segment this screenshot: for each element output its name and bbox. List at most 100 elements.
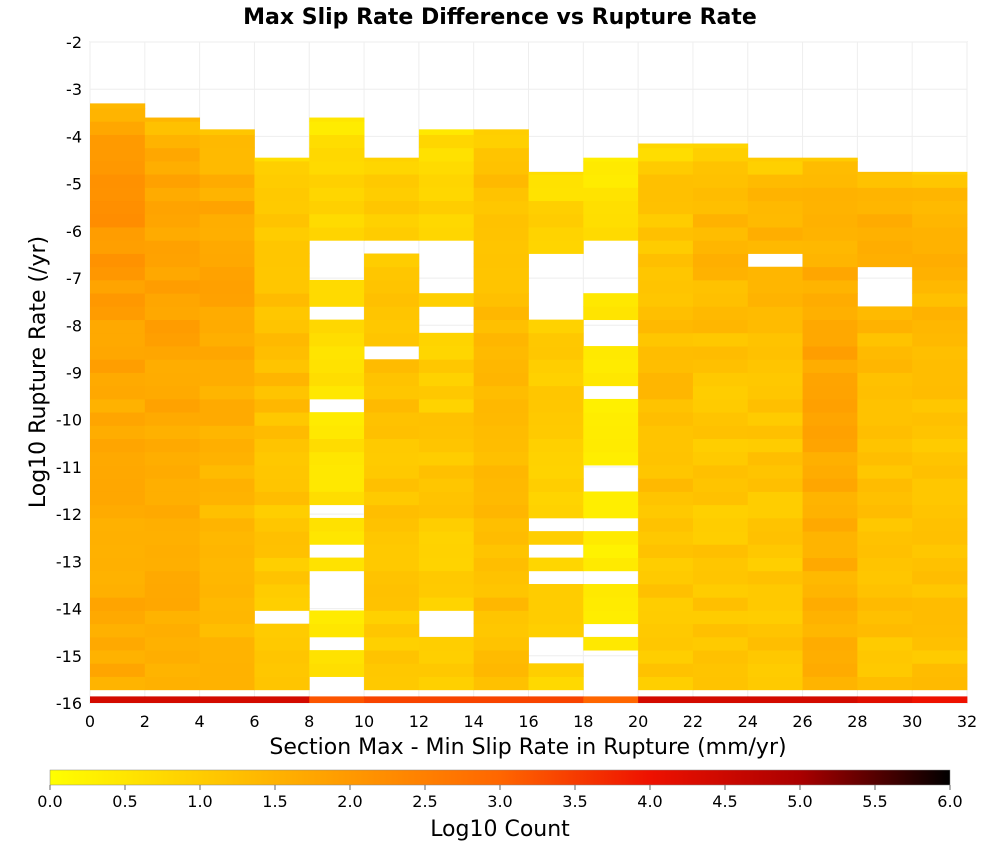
heatmap-cell (254, 240, 310, 254)
x-tick-label: 28 (847, 712, 867, 731)
heatmap-cell (857, 306, 913, 321)
heatmap-cell (144, 227, 201, 241)
heatmap-cell (254, 570, 310, 585)
heatmap-cell (473, 306, 529, 321)
heatmap-cell (364, 385, 420, 400)
heatmap-cell-bottom (418, 696, 475, 703)
heatmap-cell (144, 187, 201, 202)
heatmap-cell (473, 200, 529, 215)
heatmap-cell (90, 147, 146, 162)
heatmap-cell (912, 531, 968, 545)
heatmap-cell (199, 134, 255, 149)
heatmap-cell (528, 213, 584, 228)
heatmap-cell (364, 650, 420, 664)
x-tick-label: 2 (140, 712, 150, 731)
heatmap-cell (638, 200, 694, 215)
heatmap-cell (90, 306, 146, 321)
y-tick-label: -4 (66, 127, 82, 146)
heatmap-cell (144, 398, 201, 413)
heatmap-cell (364, 319, 420, 334)
heatmap-cell (199, 213, 255, 228)
heatmap-cell (638, 174, 694, 188)
heatmap-cell (199, 398, 255, 413)
heatmap-cell (199, 650, 255, 664)
heatmap-cell (418, 385, 475, 400)
heatmap-cell (528, 240, 584, 254)
heatmap-cell (857, 478, 913, 492)
heatmap-cell (364, 597, 420, 611)
heatmap-cell (692, 597, 749, 611)
colorbar-tick-label: 2.0 (337, 792, 362, 811)
heatmap-cell (857, 200, 913, 215)
heatmap-cell (528, 504, 584, 519)
heatmap-cell (692, 491, 749, 506)
heatmap-cell (254, 451, 310, 466)
heatmap-cell (583, 157, 639, 162)
x-tick-label: 18 (573, 712, 593, 731)
heatmap-cell (528, 584, 584, 598)
heatmap-cell (144, 359, 201, 373)
heatmap-cell-bottom (747, 696, 803, 703)
y-tick-label: -16 (56, 694, 82, 713)
heatmap-cell (802, 491, 858, 506)
heatmap-cell (692, 227, 749, 241)
heatmap-cell (583, 359, 639, 373)
heatmap-cell (254, 504, 310, 519)
heatmap-cell (144, 491, 201, 506)
heatmap-cell (583, 557, 639, 572)
heatmap-cell (418, 491, 475, 506)
heatmap-cell (912, 253, 968, 268)
heatmap-cell (144, 650, 201, 664)
heatmap-cell (309, 117, 365, 122)
heatmap-cell (747, 597, 803, 611)
heatmap-cell (747, 570, 803, 585)
colorbar-ticks: 0.0 0.5 1.0 1.5 2.0 2.5 3.0 3.5 4.0 4.5 5.0 5.5 6.0 (37, 785, 963, 811)
heatmap-cell (199, 359, 255, 373)
heatmap-cell (747, 293, 803, 307)
heatmap-cell (364, 478, 420, 492)
heatmap-cell (473, 332, 529, 347)
heatmap-cell (912, 504, 968, 519)
colorbar-tick-label: 4.0 (637, 792, 662, 811)
heatmap-cell (418, 412, 475, 426)
heatmap-cell (309, 147, 365, 162)
heatmap-cell (528, 663, 584, 677)
heatmap-cell (692, 147, 749, 162)
heatmap-cell (857, 531, 913, 545)
y-tick-label: -2 (66, 33, 82, 52)
heatmap-cell (912, 465, 968, 479)
heatmap-cell (583, 544, 639, 558)
heatmap-cell (692, 623, 749, 638)
heatmap-cell (857, 623, 913, 638)
heatmap-cell (583, 306, 639, 321)
heatmap-cell (747, 478, 803, 492)
heatmap-cell (254, 623, 310, 638)
heatmap-cell (90, 478, 146, 492)
heatmap-cell (473, 517, 529, 532)
heatmap-cell (638, 293, 694, 307)
heatmap-cell (528, 187, 584, 202)
y-tick-label: -6 (66, 222, 82, 241)
heatmap-cell (638, 451, 694, 466)
heatmap-cell (254, 517, 310, 532)
heatmap-cell (692, 610, 749, 625)
heatmap-cell (638, 517, 694, 532)
heatmap-cell (199, 478, 255, 492)
heatmap-cell (90, 544, 146, 558)
heatmap-cell (309, 121, 365, 135)
heatmap-cell (583, 412, 639, 426)
heatmap-cell (199, 438, 255, 453)
heatmap-cell (418, 160, 475, 175)
heatmap-cell (747, 227, 803, 241)
colorbar-tick-label: 3.5 (562, 792, 587, 811)
heatmap-cell (692, 143, 749, 149)
heatmap-cell (364, 557, 420, 572)
heatmap-cell (254, 187, 310, 202)
heatmap-cell (528, 557, 584, 572)
heatmap-cell (802, 385, 858, 400)
heatmap-cell (144, 147, 201, 162)
heatmap-cell-bottom (364, 696, 420, 703)
heatmap-cell (199, 531, 255, 545)
heatmap-cell (309, 372, 365, 387)
heatmap-cell (692, 425, 749, 439)
